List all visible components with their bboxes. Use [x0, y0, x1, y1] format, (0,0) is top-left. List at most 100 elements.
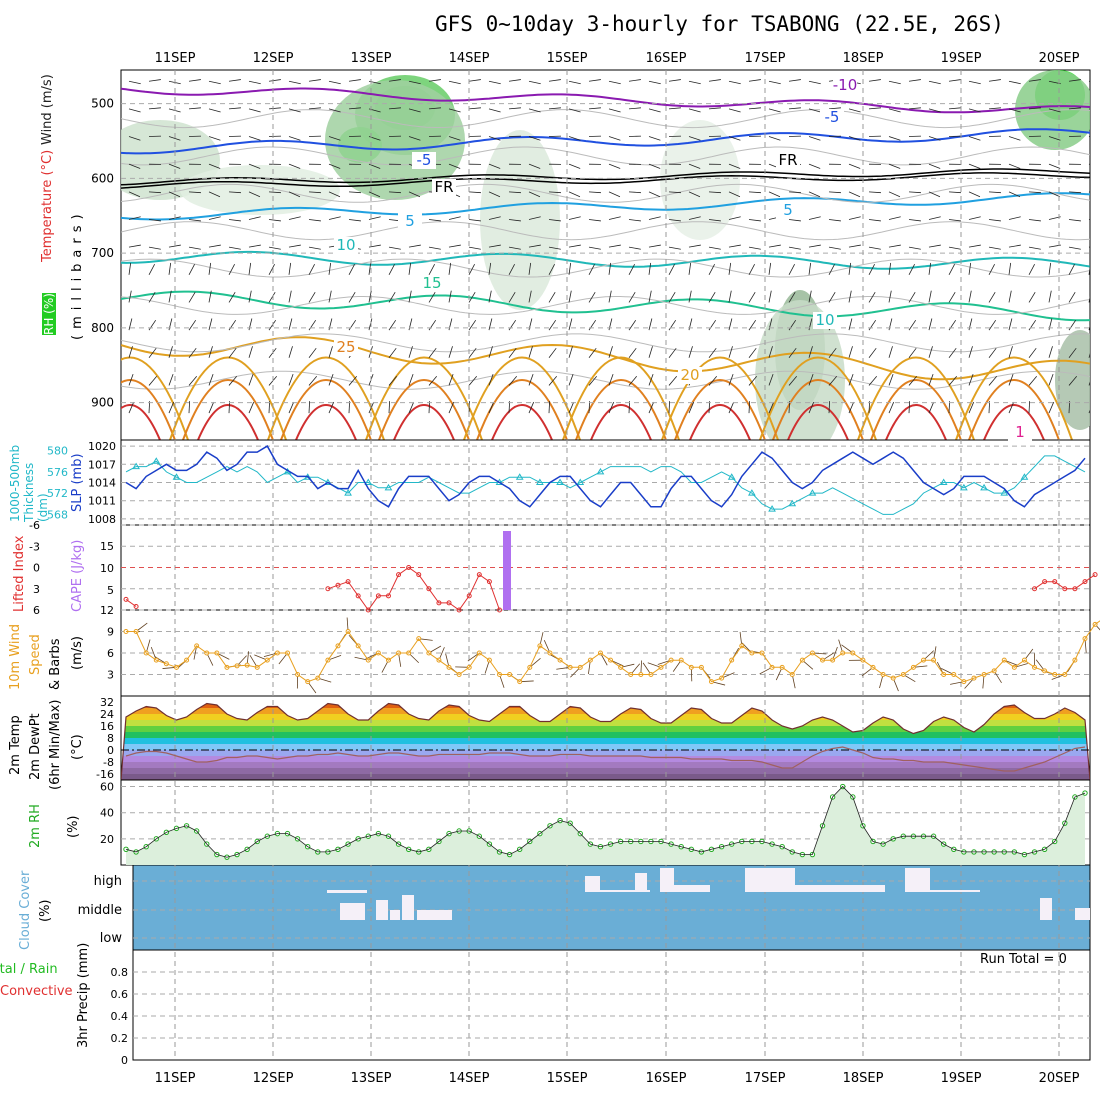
wind-barb	[228, 219, 241, 222]
wind-barb	[268, 246, 281, 250]
wind-barb	[1008, 216, 1021, 220]
temperature-line	[121, 702, 1090, 780]
wind-barb	[548, 246, 561, 250]
warm-temperature-contour	[378, 379, 470, 440]
temperature-contour-minus5	[121, 128, 1090, 155]
wind-barb	[368, 318, 373, 331]
wind-barb	[808, 108, 821, 113]
wind-barb	[488, 163, 501, 169]
wind-barb	[928, 346, 933, 358]
wind-barb	[148, 246, 161, 250]
lifted-index-point	[1032, 586, 1038, 592]
wind-barb	[648, 163, 661, 169]
wind-barb	[408, 401, 415, 414]
wind-barb	[128, 191, 141, 198]
wind-barb	[988, 191, 1001, 194]
wind-barb	[488, 262, 492, 275]
wind-barb	[248, 374, 254, 386]
cloud-panel-background	[132, 864, 1091, 951]
wind-barb	[428, 246, 441, 250]
wind-barb	[188, 79, 201, 82]
wind-barb	[468, 107, 481, 110]
wind-barb	[928, 108, 941, 113]
contour-label: -5	[825, 108, 840, 126]
wind-barb	[528, 401, 535, 414]
wind-barb	[528, 163, 541, 169]
wind-barb	[248, 346, 253, 358]
wind-barb	[648, 262, 652, 275]
rh-point	[1082, 790, 1088, 796]
wind-barb	[808, 216, 821, 220]
wind-barb	[668, 264, 675, 275]
wind-barb	[988, 264, 995, 275]
slp-tick-label: 1017	[88, 458, 116, 471]
wind-barb	[848, 346, 853, 358]
wind-speed-line	[126, 620, 1100, 683]
wind-barb	[508, 219, 521, 222]
wind-barb	[868, 246, 881, 250]
rh-line	[125, 785, 1086, 858]
wind-tick-label: 6	[107, 647, 114, 660]
pressure-tick-label: 500	[91, 97, 114, 111]
date-label-top: 13SEP	[351, 51, 392, 66]
cloud-block	[674, 885, 710, 892]
wind-barb	[208, 318, 213, 331]
wind-barb	[788, 246, 801, 250]
lifted-index-point	[426, 586, 432, 592]
cape-tick-label: 15	[100, 540, 114, 553]
cape-tick-label: 12	[100, 604, 114, 617]
temp-tick-label: -8	[103, 756, 114, 769]
wind-barb	[308, 246, 321, 250]
contour-label: 15	[422, 274, 441, 292]
wind-barb	[968, 401, 975, 414]
wind-barb	[188, 107, 201, 110]
temperature-band	[121, 726, 1090, 732]
wind-barb	[928, 80, 941, 85]
wind-barb	[248, 216, 261, 220]
wind-barb	[268, 319, 277, 331]
wind-barb	[1028, 191, 1041, 194]
wind-barb	[388, 246, 401, 250]
wind-barb	[848, 216, 861, 220]
wind-barb	[888, 108, 901, 113]
warm-temperature-contour	[121, 379, 176, 440]
wind10m-label-line3: & Barbs	[48, 638, 63, 690]
contour-label-bg	[776, 202, 800, 219]
wind-barb	[1028, 291, 1036, 303]
wind-barb	[828, 107, 841, 110]
wind-barb	[988, 291, 996, 303]
date-label-top: 11SEP	[155, 51, 196, 66]
wind-barb	[668, 291, 676, 303]
warm-temperature-contour	[476, 379, 568, 440]
pressure-panel-frame	[120, 439, 1091, 526]
date-label-bottom: 13SEP	[351, 1071, 392, 1086]
wind-barb	[128, 80, 141, 85]
wind-barb	[648, 290, 652, 303]
wind-barb	[128, 318, 133, 331]
wind-barb	[808, 374, 814, 386]
wind-barb	[568, 346, 573, 358]
lifted-index-point	[133, 603, 139, 609]
wind-barb	[348, 79, 361, 82]
wind-barb	[128, 244, 141, 248]
wind-barb	[728, 108, 741, 113]
wind-barb	[668, 375, 678, 386]
wind-barb	[848, 374, 854, 386]
date-label-bottom: 20SEP	[1039, 1071, 1080, 1086]
wind-barb	[208, 108, 221, 113]
precip-convective-label: Convective	[0, 984, 73, 999]
thickness-tick-label: 568	[47, 508, 68, 521]
wind-barb	[1028, 264, 1035, 275]
contour-label-bg	[334, 339, 358, 356]
contour-label: 5	[783, 201, 793, 219]
wind-barb	[288, 216, 301, 220]
wind-barb	[908, 375, 918, 386]
pressure-tick-label: 800	[91, 321, 114, 335]
wind-barb	[168, 374, 174, 386]
contour-label-bg	[833, 77, 857, 94]
wind-barb	[168, 163, 181, 169]
wind-barb	[908, 79, 921, 82]
wind-barb	[488, 318, 493, 331]
wind-barb	[1068, 219, 1081, 222]
